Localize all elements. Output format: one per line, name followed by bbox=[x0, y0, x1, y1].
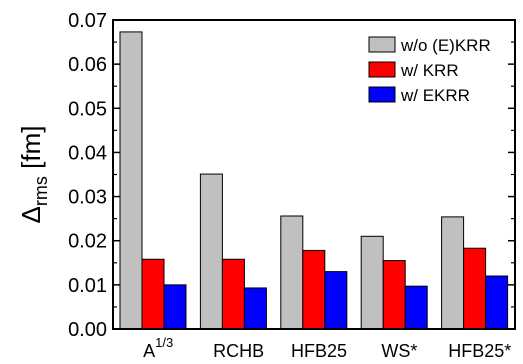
legend-swatch bbox=[368, 86, 396, 103]
legend-label: w/ EKRR bbox=[400, 86, 470, 105]
legend-swatch bbox=[368, 36, 396, 53]
bar-3-2 bbox=[243, 287, 267, 330]
bar-1-2 bbox=[199, 173, 223, 330]
y-axis-label-unit: [fm] bbox=[16, 126, 46, 177]
legend-label: w/ KRR bbox=[400, 61, 459, 80]
y-tick-label: 0.04 bbox=[68, 142, 107, 164]
x-tick-label: RCHB bbox=[213, 341, 264, 361]
bar-2-4 bbox=[382, 260, 406, 330]
bar-3-4 bbox=[404, 285, 428, 330]
x-tick-label: A1/3 bbox=[143, 335, 173, 361]
bar-1-5 bbox=[441, 216, 465, 330]
y-axis-label: Δrms [fm] bbox=[16, 126, 51, 224]
y-tick-label: 0.00 bbox=[68, 319, 107, 341]
legend-label: w/o (E)KRR bbox=[400, 36, 491, 55]
y-tick-label: 0.02 bbox=[68, 231, 107, 253]
y-tick-label: 0.01 bbox=[68, 275, 107, 297]
y-tick-label: 0.06 bbox=[68, 54, 107, 76]
y-tick-label: 0.03 bbox=[68, 187, 107, 209]
y-axis: 0.00 0.01 0.02 0.03 0.04 0.05 0.06 0.07 bbox=[68, 10, 515, 341]
bar-1-1 bbox=[119, 31, 143, 330]
bar-2-2 bbox=[221, 258, 245, 330]
y-axis-label-subscript: rms bbox=[31, 176, 51, 206]
y-axis-label-symbol: Δ bbox=[16, 206, 46, 223]
bar-1-4 bbox=[360, 235, 384, 330]
x-tick-label: WS* bbox=[381, 341, 417, 361]
bar-3-3 bbox=[324, 271, 348, 330]
legend: w/o (E)KRR w/ KRR w/ EKRR bbox=[368, 36, 491, 105]
y-tick-label: 0.05 bbox=[68, 98, 107, 120]
bar-2-1 bbox=[141, 258, 165, 330]
bar-3-5 bbox=[485, 275, 509, 330]
bar-3-1 bbox=[163, 284, 187, 330]
x-tick-label: HFB25 bbox=[291, 341, 347, 361]
legend-swatch bbox=[368, 61, 396, 78]
x-tick-label: HFB25* bbox=[448, 341, 511, 361]
y-tick-label: 0.07 bbox=[68, 10, 107, 32]
bar-2-3 bbox=[302, 249, 326, 330]
bars-layer bbox=[119, 31, 509, 330]
x-axis: A1/3 RCHB HFB25 WS* HFB25* bbox=[143, 335, 511, 361]
bar-1-3 bbox=[280, 215, 304, 330]
bar-2-5 bbox=[463, 247, 487, 330]
